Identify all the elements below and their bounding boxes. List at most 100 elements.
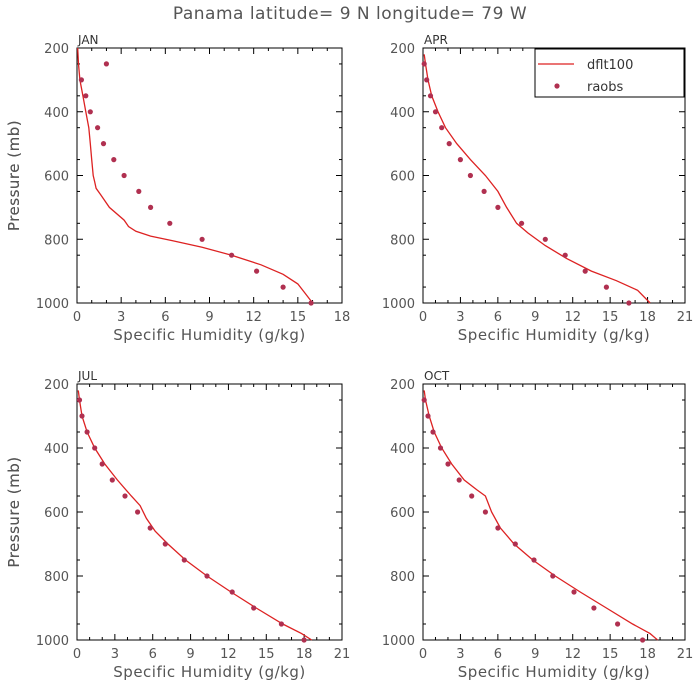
panel-title: JUL <box>77 369 97 383</box>
panel-apr: 0 3 6 9 12 15 18 21 200 400 600 800 1000 Specific Hum… <box>5 33 693 344</box>
y-tick-label: 400 <box>390 106 415 121</box>
x-tick-label: 3 <box>111 647 119 662</box>
series-point-raobs <box>181 557 187 563</box>
x-tick-label: 6 <box>494 310 502 325</box>
series-point-raobs <box>421 397 427 403</box>
x-tick-label: 0 <box>73 310 81 325</box>
plot-frame <box>76 383 343 641</box>
series-point-raobs <box>199 236 205 242</box>
y-axis-label: Pressure (mb) <box>5 456 23 567</box>
legend-label-model: dflt100 <box>587 58 633 73</box>
series-point-raobs <box>430 429 436 435</box>
x-tick-label: 15 <box>290 310 307 325</box>
y-tick-label: 400 <box>44 106 69 121</box>
x-tick-label: 9 <box>205 310 213 325</box>
series-point-raobs <box>251 605 257 611</box>
x-axis-label: Specific Humidity (g/kg) <box>113 663 305 681</box>
x-tick-label: 0 <box>419 310 427 325</box>
series-point-raobs <box>439 125 445 131</box>
series-point-raobs <box>136 188 142 194</box>
series-point-raobs <box>148 204 154 210</box>
series-point-raobs <box>571 589 577 595</box>
panel-oct: 0 3 6 9 12 15 18 21 200 400 600 800 1000 Specific Hum… <box>5 369 693 681</box>
x-tick-label: 9 <box>531 647 539 662</box>
series-point-raobs <box>84 429 90 435</box>
x-tick-label: 12 <box>245 310 262 325</box>
x-tick-label: 6 <box>149 647 157 662</box>
series-point-raobs <box>103 61 109 67</box>
x-axis-label: Specific Humidity (g/kg) <box>458 326 650 344</box>
series-point-raobs <box>121 172 127 179</box>
panel-title: OCT <box>424 369 450 383</box>
series-point-raobs <box>582 268 588 274</box>
y-tick-label: 600 <box>390 506 415 521</box>
series-line-dflt100 <box>77 390 313 641</box>
x-tick-label: 0 <box>419 647 427 662</box>
series-point-raobs <box>229 589 235 595</box>
series-point-raobs <box>425 413 431 419</box>
panel-jan: 0 3 6 9 12 15 18 200 400 600 800 1000 Specific Humid… <box>5 33 350 344</box>
series-point-raobs <box>469 493 475 499</box>
series-point-raobs <box>122 493 128 499</box>
series-point-raobs <box>147 525 153 531</box>
y-tick-label: 800 <box>44 233 69 248</box>
x-tick-label: 21 <box>334 647 351 662</box>
series-point-raobs <box>482 509 488 515</box>
y-tick-label: 1000 <box>36 634 69 649</box>
panel-title: APR <box>424 33 448 47</box>
series-point-raobs <box>167 220 173 226</box>
legend-point-swatch <box>554 83 560 89</box>
legend: dflt100 raobs <box>534 48 685 98</box>
series-point-raobs <box>83 93 89 99</box>
series-point-raobs <box>467 172 473 179</box>
plot-frame <box>76 47 343 304</box>
series-point-raobs <box>204 573 210 579</box>
series-point-raobs <box>550 573 556 579</box>
series-point-raobs <box>254 268 260 274</box>
series-point-raobs <box>301 637 307 643</box>
series-point-raobs <box>481 188 487 194</box>
x-axis-label: Specific Humidity (g/kg) <box>113 326 305 344</box>
series-point-raobs <box>308 300 314 306</box>
x-tick-label: 12 <box>564 647 581 662</box>
series-point-raobs <box>519 220 525 226</box>
series-line-dflt100 <box>423 390 659 641</box>
series-point-raobs <box>135 509 141 515</box>
y-tick-label: 200 <box>390 378 415 393</box>
series-point-raobs <box>432 109 439 115</box>
series-point-raobs <box>495 204 501 210</box>
y-tick-label: 600 <box>44 170 69 185</box>
panel-jul: 0 3 6 9 12 15 18 21 200 400 600 800 1000 Specific Hum… <box>5 369 350 681</box>
series-point-raobs <box>640 637 646 643</box>
series-point-raobs <box>95 125 101 131</box>
y-tick-label: 600 <box>44 506 69 521</box>
x-tick-label: 12 <box>220 647 237 662</box>
series-point-raobs <box>76 397 83 403</box>
legend-box <box>534 48 685 98</box>
x-tick-label: 3 <box>117 310 125 325</box>
y-tick-label: 400 <box>390 442 415 457</box>
x-tick-label: 18 <box>334 310 351 325</box>
plot-frame <box>422 383 686 641</box>
y-tick-label: 1000 <box>36 297 69 312</box>
series-point-raobs <box>100 141 107 147</box>
series-point-raobs <box>445 461 451 467</box>
legend-label-obs: raobs <box>587 80 624 95</box>
series-point-raobs <box>99 461 105 467</box>
x-tick-label: 9 <box>531 310 539 325</box>
series-point-raobs <box>424 77 430 83</box>
series-point-raobs <box>280 284 286 290</box>
series-point-raobs <box>495 525 501 531</box>
y-tick-label: 200 <box>44 378 69 393</box>
x-axis-label: Specific Humidity (g/kg) <box>458 663 650 681</box>
panel-title: JAN <box>77 33 99 47</box>
x-tick-label: 6 <box>494 647 502 662</box>
x-tick-label: 15 <box>258 647 275 662</box>
y-axis-label: Pressure (mb) <box>5 120 23 231</box>
series-point-raobs <box>446 141 452 147</box>
series-point-raobs <box>79 413 85 419</box>
series-point-raobs <box>457 157 463 163</box>
series-point-raobs <box>427 93 434 99</box>
series-point-raobs <box>109 477 115 483</box>
